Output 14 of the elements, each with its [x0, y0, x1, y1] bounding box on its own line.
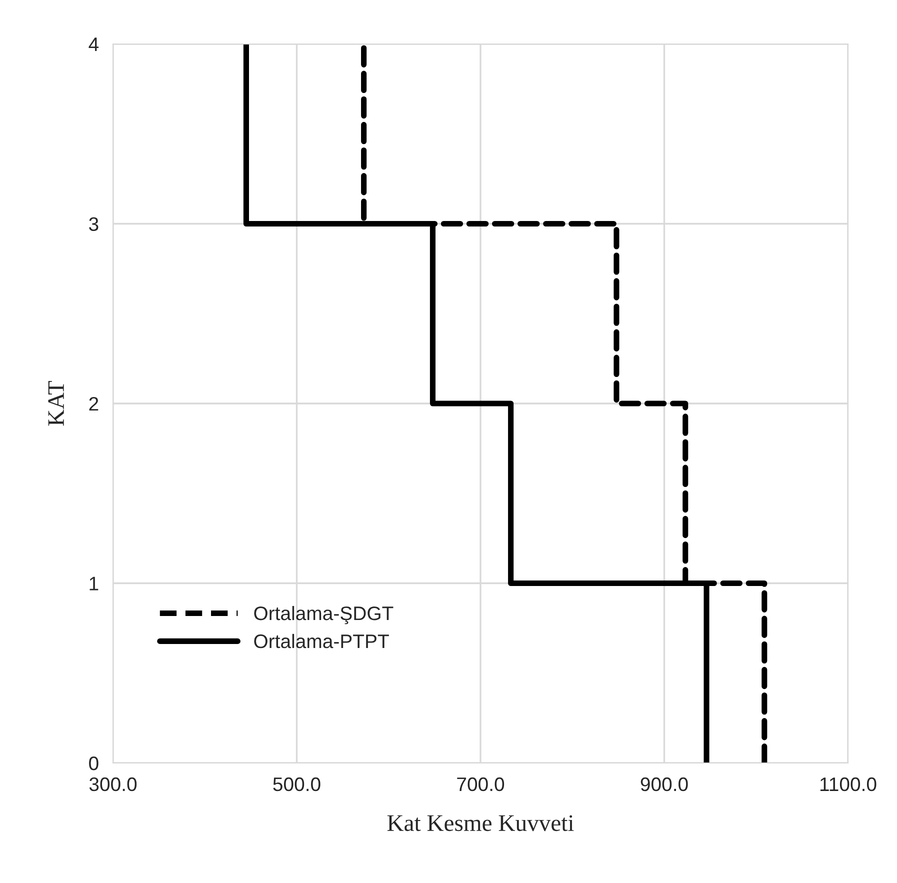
y-tick-label: 0: [89, 756, 98, 770]
x-axis-title: Kat Kesme Kuvveti: [387, 815, 574, 832]
x-tick-label: 700.0: [457, 777, 504, 792]
y-tick-label: 1: [90, 576, 98, 590]
x-tick-label: 900.0: [640, 777, 688, 792]
y-tick-label: 2: [89, 396, 98, 411]
y-tick-label: 3: [89, 217, 98, 231]
x-tick-label: 500.0: [273, 777, 320, 792]
legend-label: Ortalama-ŞDGT: [254, 606, 394, 624]
y-axis-title: KAT: [48, 380, 64, 426]
y-tick-label: 4: [88, 38, 99, 52]
x-tick-label: 300.0: [89, 777, 137, 792]
x-tick-label: 1100.0: [820, 777, 876, 792]
legend-label: Ortalama-PTPT: [254, 634, 389, 648]
